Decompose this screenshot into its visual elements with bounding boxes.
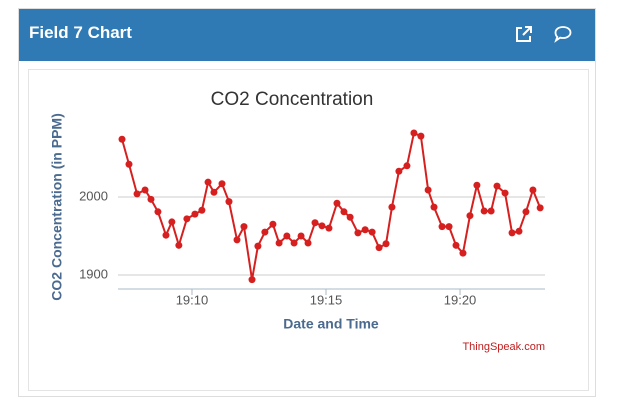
data-point bbox=[424, 186, 432, 194]
data-point bbox=[529, 186, 537, 194]
open-link-icon[interactable] bbox=[514, 24, 534, 44]
data-point bbox=[240, 223, 248, 231]
comment-icon[interactable] bbox=[553, 24, 573, 44]
data-point bbox=[261, 228, 269, 236]
data-point bbox=[204, 178, 212, 186]
data-point bbox=[210, 188, 218, 196]
data-point bbox=[283, 232, 291, 240]
data-point bbox=[445, 223, 453, 231]
data-point bbox=[361, 226, 369, 234]
chart-title: CO2 Concentration bbox=[211, 89, 374, 110]
data-point bbox=[168, 218, 176, 226]
data-point bbox=[154, 208, 162, 216]
data-point bbox=[473, 181, 481, 189]
data-point bbox=[346, 213, 354, 221]
data-point bbox=[147, 195, 155, 203]
data-point bbox=[311, 219, 319, 227]
data-point bbox=[515, 227, 523, 235]
data-point bbox=[125, 160, 133, 168]
data-point bbox=[395, 167, 403, 175]
data-point bbox=[183, 215, 191, 223]
x-axis-label: Date and Time bbox=[283, 316, 379, 332]
data-point bbox=[198, 206, 206, 214]
data-point bbox=[480, 207, 488, 215]
data-point bbox=[133, 190, 141, 198]
data-point bbox=[438, 223, 446, 231]
data-point bbox=[382, 240, 390, 248]
data-point bbox=[459, 249, 467, 257]
x-tick-label: 19:20 bbox=[444, 292, 477, 307]
data-point bbox=[233, 236, 241, 244]
data-point bbox=[375, 244, 383, 252]
y-tick-label: 2000 bbox=[79, 188, 108, 203]
data-point bbox=[269, 220, 277, 228]
chart-frame bbox=[28, 69, 589, 391]
widget-header: Field 7 Chart bbox=[19, 9, 595, 61]
data-point bbox=[522, 208, 530, 216]
data-point bbox=[410, 129, 418, 137]
data-point bbox=[225, 198, 233, 206]
data-point bbox=[333, 199, 341, 207]
data-point bbox=[536, 204, 544, 212]
data-point bbox=[325, 224, 333, 232]
data-point bbox=[340, 208, 348, 216]
data-point bbox=[254, 242, 262, 250]
data-point bbox=[191, 210, 199, 218]
data-point bbox=[466, 212, 474, 220]
widget-title: Field 7 Chart bbox=[29, 23, 132, 42]
widget-panel: Field 7 Chart bbox=[18, 8, 596, 397]
data-point bbox=[388, 203, 396, 211]
data-point bbox=[354, 229, 362, 237]
credit[interactable]: ThingSpeak.com bbox=[462, 341, 545, 353]
data-point bbox=[493, 182, 501, 190]
data-point bbox=[304, 239, 312, 247]
data-point bbox=[487, 207, 495, 215]
data-point bbox=[275, 239, 283, 247]
x-tick-label: 19:15 bbox=[310, 292, 343, 307]
data-point bbox=[403, 162, 411, 170]
y-axis-label: CO2 Concentration (in PPM) bbox=[49, 113, 65, 300]
data-point bbox=[175, 241, 183, 249]
y-tick-label: 1900 bbox=[79, 266, 108, 281]
data-point bbox=[118, 135, 126, 143]
data-point bbox=[452, 241, 460, 249]
data-point bbox=[501, 189, 509, 197]
data-point bbox=[508, 229, 516, 237]
data-point bbox=[248, 276, 256, 284]
series-line bbox=[121, 131, 542, 280]
data-point bbox=[162, 231, 170, 239]
data-point bbox=[290, 239, 298, 247]
data-point bbox=[417, 132, 425, 140]
data-point bbox=[218, 180, 226, 188]
x-tick-label: 19:10 bbox=[176, 292, 209, 307]
data-point bbox=[141, 186, 149, 194]
data-point bbox=[430, 203, 438, 211]
data-point bbox=[318, 222, 326, 230]
data-point bbox=[297, 232, 305, 240]
data-point bbox=[368, 228, 376, 236]
